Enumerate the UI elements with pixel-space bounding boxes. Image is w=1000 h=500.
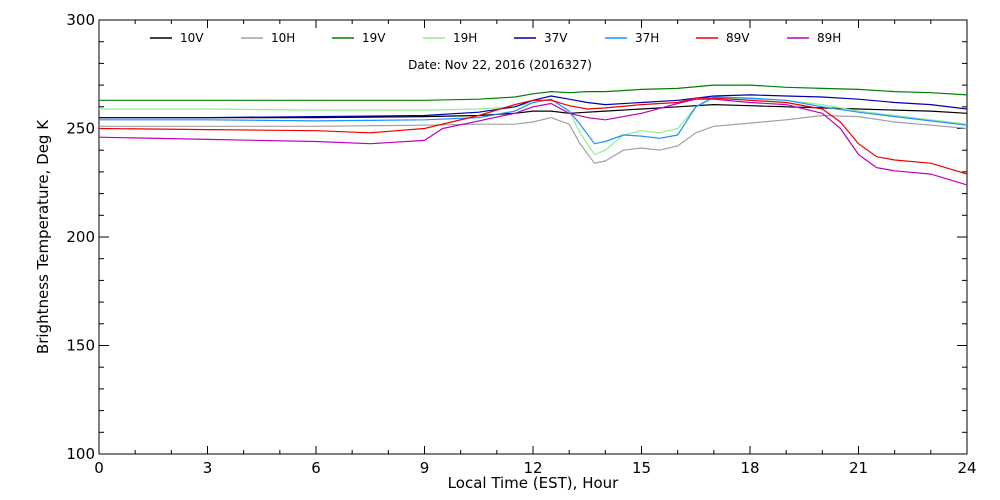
x-tick-label: 3 <box>203 459 213 477</box>
x-tick-label: 24 <box>957 459 976 477</box>
legend-label-89v: 89V <box>726 31 750 45</box>
series-lines <box>98 84 968 186</box>
x-tick-label: 12 <box>523 459 542 477</box>
y-tick-label: 150 <box>66 337 95 355</box>
legend-label-37v: 37V <box>544 31 568 45</box>
series-line-19v <box>99 84 968 101</box>
legend-label-10v: 10V <box>180 31 204 45</box>
series-line-89v <box>98 97 968 175</box>
x-tick-label: 15 <box>632 459 651 477</box>
x-tick-label: 9 <box>420 459 430 477</box>
legend-label-37h: 37H <box>635 31 659 45</box>
x-tick-label: 0 <box>94 459 104 477</box>
x-axis-title: Local Time (EST), Hour <box>448 474 619 492</box>
series-line-10h <box>99 114 968 164</box>
x-tick-label: 18 <box>740 459 759 477</box>
axes <box>98 19 968 455</box>
series-line-37v <box>99 94 968 119</box>
chart-title: Date: Nov 22, 2016 (2016327) <box>408 58 592 72</box>
legend-label-10h: 10H <box>271 31 295 45</box>
series-line-89h <box>98 98 968 186</box>
y-axis-title: Brightness Temperature, Deg K <box>34 119 52 354</box>
legend-label-19h: 19H <box>453 31 477 45</box>
y-tick-label: 300 <box>66 11 95 29</box>
y-tick-label: 200 <box>66 228 95 246</box>
x-tick-label: 21 <box>849 459 868 477</box>
series-line-37h <box>99 96 968 145</box>
legend-label-89h: 89H <box>817 31 841 45</box>
legend: 10V 10H 19V 19H 37V 37H 89V 89H <box>150 31 841 45</box>
x-tick-label: 6 <box>311 459 321 477</box>
legend-label-19v: 19V <box>362 31 386 45</box>
y-tick-label: 250 <box>66 120 95 138</box>
ticks: 0 3 6 9 12 15 18 21 24 100 150 200 250 300 <box>66 11 976 477</box>
plot-frame <box>98 19 968 455</box>
y-tick-label: 100 <box>66 445 95 463</box>
